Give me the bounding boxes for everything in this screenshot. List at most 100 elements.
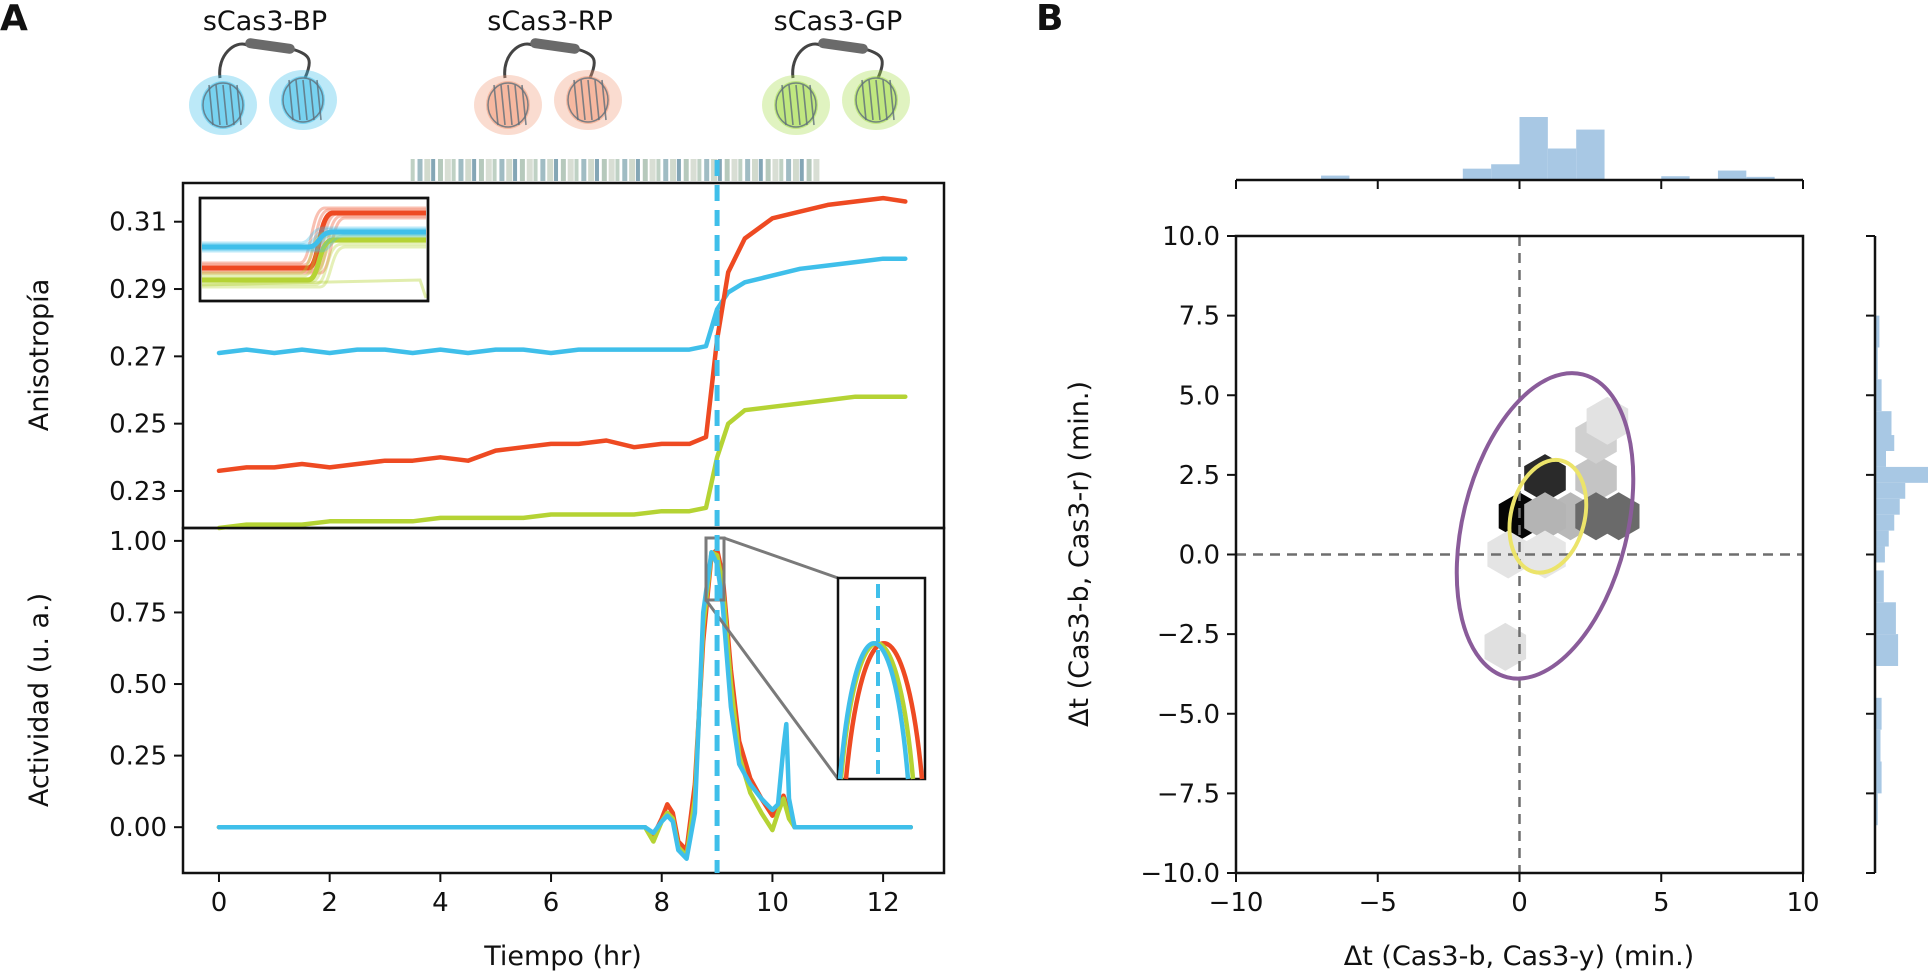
activity-y-tick-label: 0.50 (109, 670, 167, 700)
rug-mark (724, 159, 730, 181)
rug-mark (485, 159, 492, 181)
hexbin (1484, 622, 1527, 671)
sensor-gp-label: sCas3-GP (774, 6, 903, 37)
rug-mark (622, 159, 628, 181)
rug-mark (458, 159, 464, 181)
rug-mark (663, 159, 669, 181)
delay-y-tick-label: −7.5 (1157, 779, 1220, 809)
helix (245, 38, 295, 54)
beta-strand (208, 84, 214, 126)
rug-mark (758, 159, 763, 181)
rug-mark (642, 159, 648, 181)
delay-x-tick-label: −5 (1359, 888, 1397, 918)
barrel-outline (567, 77, 609, 123)
delay-x-tick-label: 0 (1511, 888, 1528, 918)
rug-mark (478, 159, 484, 181)
beta-strand (580, 79, 586, 121)
delay-y-tick-label: 7.5 (1179, 302, 1220, 332)
hist-y-bar (1875, 466, 1928, 483)
sensor-bp: sCas3-BP (189, 6, 337, 135)
hist-y-bar (1875, 411, 1892, 444)
anisotropy-y-tick-label: 0.27 (109, 342, 167, 372)
confidence-ellipse (1507, 457, 1589, 575)
rug-mark (547, 159, 554, 181)
hist-y-bar (1875, 793, 1878, 826)
inset-trace (202, 206, 426, 265)
rug-mark (765, 159, 771, 181)
beta-strand (229, 84, 235, 126)
rug-mark (581, 159, 587, 181)
hist-y-bar (1875, 634, 1899, 666)
time-x-tick-label: 12 (867, 888, 900, 918)
anisotropy-line (216, 195, 908, 474)
rug-mark (560, 159, 566, 181)
time-x-tick-label: 10 (756, 888, 789, 918)
hist-y-bar (1875, 315, 1880, 348)
beta-strand (514, 84, 520, 126)
beta-strand (573, 79, 579, 121)
rug-mark (717, 159, 722, 181)
time-x-tick-label: 2 (321, 888, 338, 918)
activity-line (216, 550, 914, 859)
zoom-peak-line (843, 641, 925, 780)
beta-strand (507, 84, 513, 126)
anisotropy-inset (198, 196, 430, 303)
rug-mark (472, 159, 477, 181)
rug-mark (751, 159, 758, 181)
beta-strand (500, 84, 506, 126)
rug-mark (697, 159, 702, 181)
beta-strand (215, 84, 221, 126)
sensor-rp: sCas3-RP (474, 6, 622, 135)
rug-mark (615, 159, 620, 181)
rug-mark (704, 159, 710, 181)
beta-strand (295, 79, 301, 121)
anisotropy-ylabel: Anisotropía (24, 279, 55, 431)
delay-ticks: −10 −5 0 5 10 10.0 7.5 5.0 2.5 0.0 −2.5 −5.0 −7.5 −10… (1140, 222, 1819, 918)
activity-plot: 1.00 0.75 0.50 0.25 0.00 Actividad (u. a.) (24, 526, 946, 875)
rug-mark (683, 159, 689, 181)
beta-strand (316, 79, 322, 121)
hist-y-bar (1875, 570, 1884, 603)
rug-mark (574, 159, 579, 181)
rug-mark (431, 159, 436, 181)
marginal-hist-y (1866, 235, 1928, 874)
anisotropy-y-tick-label: 0.29 (109, 275, 167, 305)
activity-y-tick-label: 1.00 (109, 527, 167, 557)
fret-sensor-icon (474, 38, 622, 135)
hist-y-bar (1875, 514, 1895, 531)
rug-mark (554, 159, 559, 181)
hist-y-bar (1875, 379, 1882, 412)
marginal-hist-x (1235, 117, 1804, 189)
hist-y-bar (1875, 729, 1881, 762)
beta-strand (521, 84, 527, 126)
inset-trace (202, 242, 426, 286)
rug-mark (519, 159, 525, 181)
confidence-ellipse (1454, 371, 1636, 681)
beta-strand (889, 79, 895, 121)
barrel-outline (282, 77, 324, 123)
beta-strand (868, 79, 874, 121)
anisotropy-y-tick-label: 0.23 (109, 477, 167, 507)
anisotropy-plot: 0.31 0.29 0.27 0.25 0.23 Anisotropía (24, 181, 946, 531)
rug-mark (588, 159, 595, 181)
activity-ylabel: Actividad (u. a.) (24, 593, 55, 807)
inset-traces (201, 206, 428, 299)
beta-strand (601, 79, 607, 121)
rug-mark (738, 159, 743, 181)
hist-y-bar (1875, 482, 1906, 499)
helix (530, 38, 580, 54)
inset-trace (202, 226, 426, 245)
hist-x-bar (1321, 175, 1350, 180)
rug-mark (813, 159, 820, 181)
panel-b-label: B (1036, 0, 1063, 39)
activity-series (216, 547, 914, 861)
rug-mark (513, 159, 518, 181)
zoom-connector (723, 536, 839, 580)
rug-mark (676, 159, 681, 181)
rug-mark (656, 159, 661, 181)
anisotropy-line (216, 256, 908, 356)
delay-y-tick-label: 0.0 (1179, 541, 1220, 571)
beta-strand (802, 84, 808, 126)
rug-mark (424, 159, 431, 181)
rug-mark (567, 159, 574, 181)
